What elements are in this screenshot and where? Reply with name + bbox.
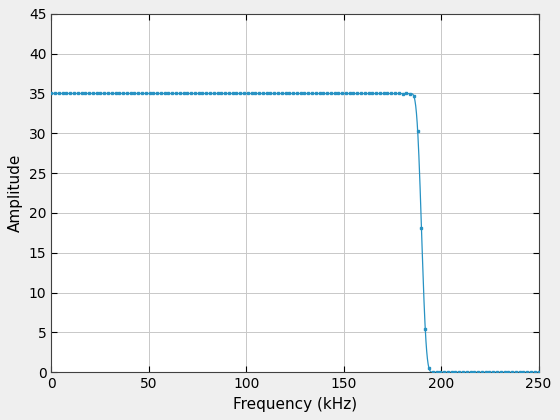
Y-axis label: Amplitude: Amplitude	[8, 154, 24, 232]
X-axis label: Frequency (kHz): Frequency (kHz)	[233, 396, 357, 412]
